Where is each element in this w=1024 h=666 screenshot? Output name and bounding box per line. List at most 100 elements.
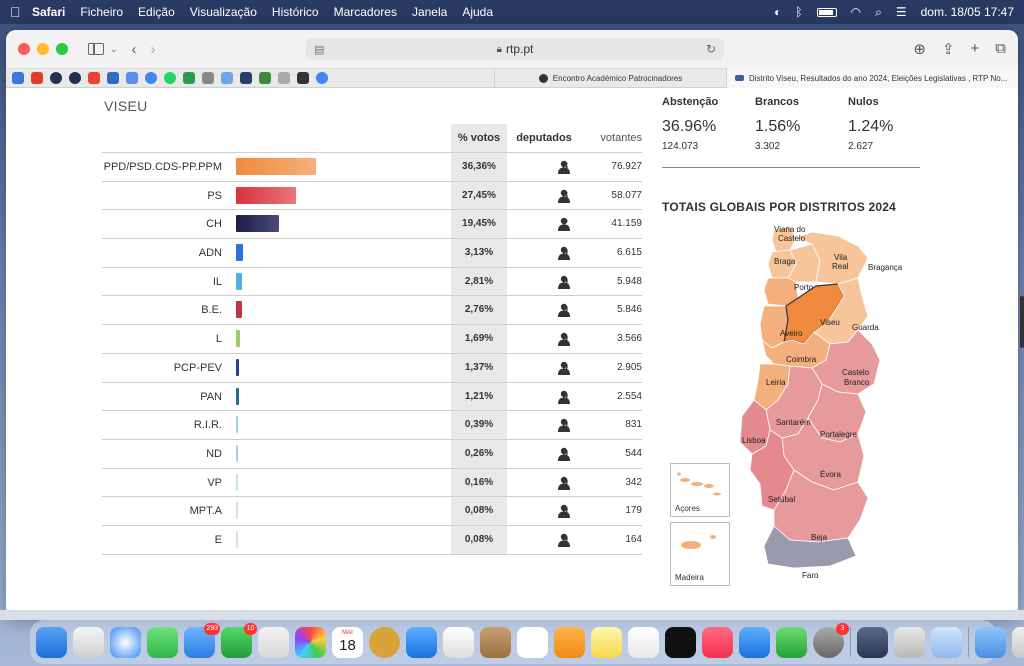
menu-historico[interactable]: Histórico [271, 5, 319, 19]
person-icon [558, 505, 570, 519]
control-center-icon[interactable]: ☰ [895, 5, 907, 19]
tab-rtp-viseu[interactable]: Distrito Viseu, Resultados do ano 2024, … [726, 68, 1018, 88]
launchpad-icon[interactable] [73, 626, 104, 658]
inset-label: Madeira [675, 573, 704, 582]
fullscreen-window-button[interactable] [56, 43, 68, 55]
favicon-mail-icon[interactable] [126, 72, 138, 84]
favicon-gmail-icon[interactable] [88, 72, 100, 84]
district-castelo-branco[interactable] [811, 329, 881, 395]
page-menu-icon[interactable]: ▤ [314, 43, 325, 56]
favicon-doc-icon[interactable] [278, 72, 290, 84]
party-pct: 0,08% [451, 497, 507, 525]
trash-icon[interactable] [1012, 626, 1024, 658]
party-bar [236, 186, 297, 204]
calendar-icon[interactable]: MAI 18 [332, 626, 363, 658]
party-pct: 0,16% [451, 468, 507, 497]
favicon-circle-icon[interactable] [50, 72, 62, 84]
folder-icon[interactable] [975, 626, 1006, 658]
favicon-chrome-icon[interactable] [31, 72, 43, 84]
character-app-icon[interactable] [369, 626, 400, 658]
favicon-sheets-icon[interactable] [183, 72, 195, 84]
recent-app-icon[interactable] [857, 626, 888, 658]
stat-pct: 1.24% [848, 118, 894, 135]
chevron-down-icon[interactable]: ⌄ [110, 43, 118, 54]
menu-edicao[interactable]: Edição [138, 5, 175, 19]
forward-button[interactable]: › [150, 40, 156, 58]
back-button[interactable]: ‹ [131, 40, 137, 58]
menu-visualizacao[interactable]: Visualização [189, 5, 257, 19]
messages-icon[interactable] [147, 626, 178, 658]
party-row: MPT.A0,08%0179 [102, 496, 642, 525]
favicon-leaf-icon[interactable] [259, 72, 271, 84]
menu-ajuda[interactable]: Ajuda [462, 5, 494, 19]
printer-icon[interactable] [894, 626, 925, 658]
safari-icon[interactable] [110, 626, 141, 658]
party-name: PS [207, 189, 222, 202]
menu-janela[interactable]: Janela [411, 5, 448, 19]
favicon-e-icon[interactable] [240, 72, 252, 84]
facetime-icon[interactable]: 10 [221, 622, 257, 658]
reload-icon[interactable]: ↻ [705, 42, 716, 56]
notes-icon[interactable] [591, 626, 622, 658]
numbers-icon[interactable] [776, 626, 807, 658]
inset-acores[interactable]: Açores [670, 463, 730, 517]
pages-icon[interactable] [554, 626, 585, 658]
map-label-aveiro: Aveiro [780, 329, 803, 338]
close-window-button[interactable] [18, 43, 30, 55]
mail-icon[interactable]: 293 [184, 622, 220, 658]
reminders-icon[interactable] [517, 626, 548, 658]
favicon-google-icon[interactable] [145, 72, 157, 84]
tab-overview-icon[interactable]: ⧉ [995, 40, 1006, 57]
favicon-b-icon[interactable] [221, 72, 233, 84]
search-icon[interactable]: ⌕ [875, 4, 882, 19]
maps-icon[interactable] [258, 626, 289, 658]
menu-app[interactable]: Safari [32, 5, 66, 19]
header-votes[interactable]: votantes [600, 132, 642, 144]
favicon-circle2-icon[interactable] [69, 72, 81, 84]
favicon-trello-icon[interactable] [107, 72, 119, 84]
map-label-beja: Beja [811, 533, 828, 542]
music-icon[interactable] [702, 626, 733, 658]
sidebar-toggle-icon[interactable] [88, 43, 104, 55]
photos-icon[interactable] [295, 626, 326, 658]
system-settings-icon[interactable]: 3 [813, 622, 849, 658]
status-globe-icon[interactable]: ◐ [774, 5, 782, 19]
apple-tv-icon[interactable] [665, 626, 696, 658]
keynote-icon[interactable] [739, 626, 770, 658]
window-resize-handle[interactable] [1020, 296, 1024, 348]
battery-icon[interactable] [816, 7, 837, 17]
header-pct[interactable]: % votos [451, 124, 507, 152]
share-icon[interactable]: ⇪ [941, 41, 955, 58]
menu-marcadores[interactable]: Marcadores [333, 5, 397, 19]
person-icon [558, 447, 570, 461]
wifi-icon[interactable]: ◠ [850, 5, 862, 19]
inset-madeira[interactable]: Madeira [670, 522, 730, 586]
minimize-window-button[interactable] [37, 43, 49, 55]
menu-ficheiro[interactable]: Ficheiro [80, 5, 124, 19]
favicon-hat-icon[interactable] [297, 72, 309, 84]
apple-menu-icon[interactable]:  [10, 4, 32, 20]
freeform-icon[interactable] [628, 626, 659, 658]
address-bar[interactable]: ▤ 🔒︎ rtp.pt ↻ [306, 38, 724, 60]
favicon-google2-icon[interactable] [316, 72, 328, 84]
favicon-whatsapp-icon[interactable] [164, 72, 176, 84]
favicon-meta-icon[interactable] [12, 72, 24, 84]
new-tab-icon[interactable]: + [970, 40, 980, 57]
status-bluetooth-icon[interactable]: ᛒ [795, 5, 803, 19]
dock-separator [850, 627, 851, 657]
map-label-portalegre: Portalegre [820, 430, 857, 439]
favicon-j-icon[interactable] [202, 72, 214, 84]
header-deputies[interactable]: deputados [516, 132, 572, 144]
tab-encontro[interactable]: Encontro Académico Patrocinadores [494, 68, 726, 88]
menu-bar:  Safari Ficheiro Edição Visualização Hi… [0, 0, 1024, 24]
contacts-icon[interactable] [480, 626, 511, 658]
finder-icon[interactable] [36, 626, 67, 658]
app-store-icon[interactable] [406, 626, 437, 658]
downloads-icon[interactable]: ⊕ [913, 41, 926, 58]
utility-app-icon[interactable] [931, 626, 962, 658]
preview-icon[interactable] [443, 626, 474, 658]
clock[interactable]: dom. 18/05 17:47 [920, 5, 1014, 19]
district-faro[interactable] [763, 525, 857, 569]
party-votes: 544 [625, 447, 642, 459]
